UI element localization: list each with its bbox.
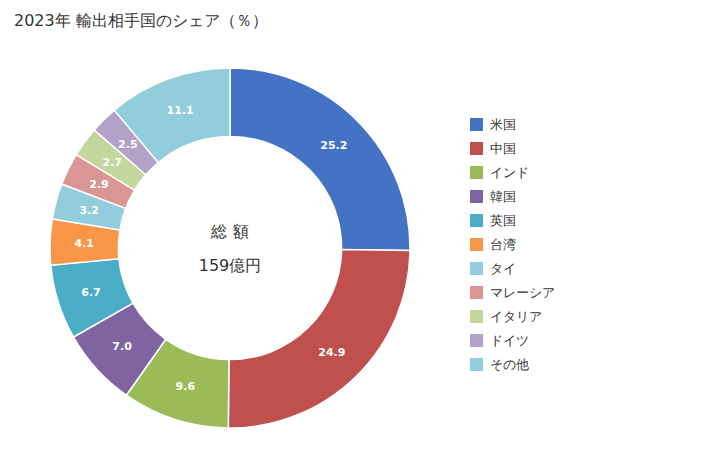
legend-item: 中国: [470, 141, 516, 156]
data-label: 3.2: [79, 204, 99, 217]
slice: [114, 68, 230, 163]
legend-item: インド: [470, 165, 529, 180]
data-label: 2.7: [102, 156, 122, 169]
legend-item: 米国: [470, 117, 516, 132]
legend-label: インド: [490, 165, 529, 180]
data-label: 2.9: [89, 178, 109, 191]
legend-item: 韓国: [470, 189, 516, 204]
legend-swatch: [470, 166, 483, 179]
data-label: 7.0: [112, 340, 132, 353]
data-label: 2.5: [118, 138, 138, 151]
legend-swatch: [470, 118, 483, 131]
legend-swatch: [470, 262, 483, 275]
data-label: 6.7: [81, 286, 101, 299]
legend-item: 台湾: [470, 237, 516, 252]
chart: 2023年 輸出相手国のシェア（％） 25.2 24.9 9.6 7.0 6.7 4.1 3.…: [0, 0, 728, 450]
title: 2023年 輸出相手国のシェア（％）: [14, 11, 268, 30]
legend-item: マレーシア: [470, 285, 555, 300]
legend-swatch: [470, 142, 483, 155]
data-label: 24.9: [318, 346, 345, 359]
legend-swatch: [470, 310, 483, 323]
legend-label: 米国: [490, 117, 516, 132]
data-label: 4.1: [75, 237, 95, 250]
legend-swatch: [470, 238, 483, 251]
annotation: 総 額: [210, 222, 248, 241]
legend: 米国中国インド韓国英国台湾タイマレーシアイタリアドイツその他: [470, 117, 555, 372]
legend-label: 中国: [490, 141, 516, 156]
data-labels: 25.2 24.9 9.6 7.0 6.7 4.1 3.2 2.9 2.7 2.5 11.1: [75, 104, 348, 393]
legend-label: タイ: [490, 261, 516, 276]
data-label: 25.2: [320, 139, 347, 152]
legend-swatch: [470, 286, 483, 299]
legend-swatch: [470, 190, 483, 203]
slice: [230, 68, 410, 251]
center-labels: 総 額 159億円: [199, 222, 262, 275]
data-label: 11.1: [167, 104, 194, 117]
legend-label: 英国: [490, 213, 516, 228]
data-label: 9.6: [176, 380, 196, 393]
plot: [50, 68, 410, 428]
legend-label: 韓国: [490, 189, 516, 204]
legend-label: イタリア: [490, 309, 542, 324]
legend-label: マレーシア: [490, 285, 555, 300]
legend-label: ドイツ: [490, 333, 529, 348]
legend-item: 英国: [470, 213, 516, 228]
slice: [51, 259, 133, 337]
legend-swatch: [470, 214, 483, 227]
legend-swatch: [470, 334, 483, 347]
legend-label: その他: [490, 357, 529, 372]
legend-item: その他: [470, 357, 529, 372]
legend-swatch: [470, 358, 483, 371]
slice: [228, 250, 410, 428]
legend-item: ドイツ: [470, 333, 529, 348]
legend-item: タイ: [470, 261, 516, 276]
legend-item: イタリア: [470, 309, 542, 324]
annotation: 159億円: [199, 256, 262, 275]
legend-label: 台湾: [490, 237, 516, 252]
